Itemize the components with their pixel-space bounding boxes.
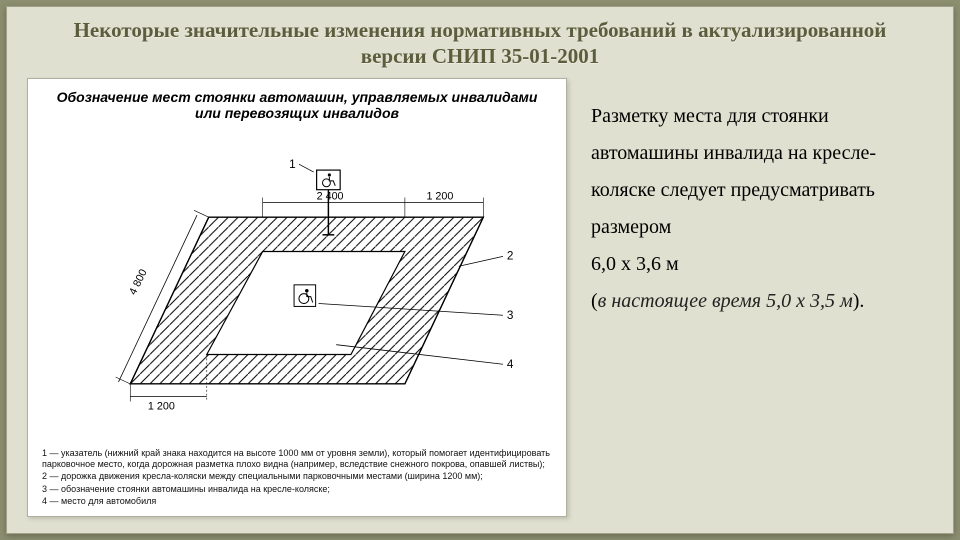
slide-title: Некоторые значительные изменения нормати… [7, 7, 953, 78]
legend-item-3: 3 — обозначение стоянки автомашины инвал… [42, 484, 552, 495]
body-p3b: в настоящее время 5,0 х 3,5 м [598, 290, 853, 312]
body-p1: Разметку места для стоянки автомашины ин… [591, 105, 876, 238]
content-row: Обозначение мест стоянки автомашин, упра… [7, 78, 953, 534]
slide: Некоторые значительные изменения нормати… [6, 6, 954, 534]
body-p3a: ( [591, 290, 598, 312]
legend-item-4: 4 — место для автомобиля [42, 496, 552, 507]
callout-4: 4 [507, 358, 514, 371]
callout-1: 1 [289, 158, 296, 171]
diagram-container: 2 400 1 200 4 800 1 200 [42, 128, 552, 444]
figure-heading: Обозначение мест стоянки автомашин, упра… [42, 89, 552, 123]
body-p3c: ). [853, 290, 865, 312]
legend-item-1: 1 — указатель (нижний край знака находит… [42, 448, 552, 471]
figure-legend: 1 — указатель (нижний край знака находит… [42, 448, 552, 508]
legend-item-2: 2 — дорожка движения кресла-коляски межд… [42, 471, 552, 482]
dim-lane: 1 200 [426, 191, 453, 203]
dim-lane2: 1 200 [148, 400, 175, 412]
figure-panel: Обозначение мест стоянки автомашин, упра… [27, 78, 567, 518]
dim-width: 2 400 [317, 191, 344, 203]
callout-3: 3 [507, 309, 514, 322]
dim-depth: 4 800 [127, 268, 150, 297]
body-text: Разметку места для стоянки автомашины ин… [591, 78, 933, 518]
body-p2: 6,0 х 3,6 м [591, 253, 679, 275]
parking-diagram: 2 400 1 200 4 800 1 200 [42, 128, 552, 444]
callout-2: 2 [507, 249, 514, 262]
